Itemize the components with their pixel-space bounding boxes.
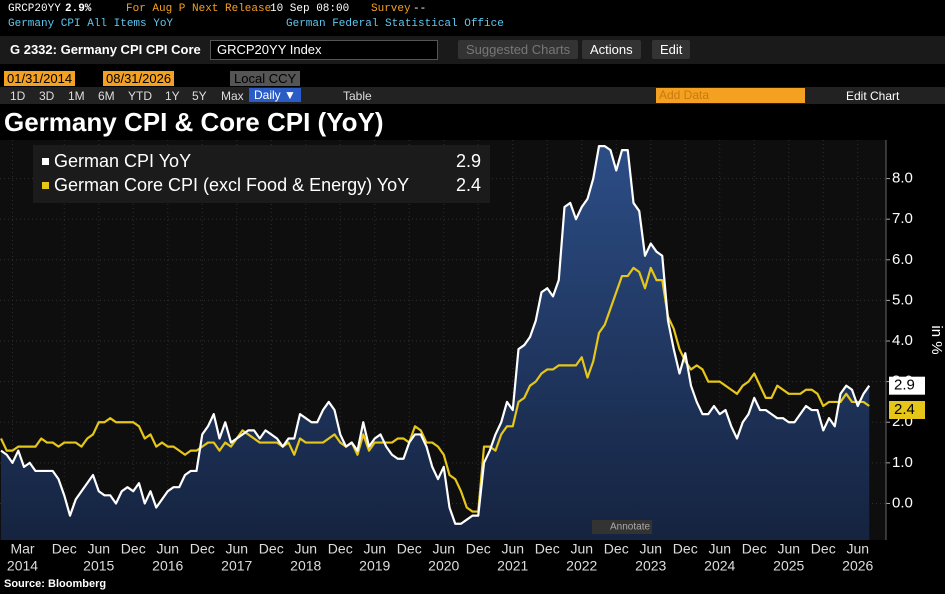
security-input[interactable]: GRCP20YY Index	[210, 40, 438, 60]
actions-button[interactable]: Actions	[582, 40, 641, 59]
y-tick-label: 8.0	[892, 170, 913, 187]
x-tick-label: Dec	[121, 541, 146, 557]
x-tick-label: Jun	[363, 541, 386, 557]
x-tick-label: Dec	[466, 541, 491, 557]
x-year-label: 2025	[773, 558, 804, 574]
line	[0, 144, 871, 525]
end-date[interactable]: 08/31/2026	[103, 71, 175, 86]
start-date[interactable]: 01/31/2014	[4, 71, 76, 86]
x-year-label: 2015	[83, 558, 114, 574]
x-tick-label: Jun	[846, 541, 869, 557]
last-value: 2.9%	[65, 3, 92, 15]
chart-title: Germany CPI & Core CPI (YoY)	[4, 107, 384, 137]
x-tick-label: Mar	[10, 541, 34, 557]
chart: 0.01.02.03.04.05.06.07.08.0Mar2014DecJun…	[0, 140, 945, 590]
currency[interactable]: Local CCY	[230, 71, 301, 86]
data-source: German Federal Statistical Office	[286, 18, 504, 30]
x-year-label: 2017	[221, 558, 252, 574]
x-year-label: 2020	[428, 558, 459, 574]
x-year-label: 2024	[704, 558, 735, 574]
x-year-label: 2019	[359, 558, 390, 574]
x-tick-label: Jun	[432, 541, 455, 557]
x-tick-label: Dec	[742, 541, 767, 557]
release-time: 10 Sep 08:00	[270, 3, 350, 15]
x-year-label: 2021	[497, 558, 528, 574]
legend-value: 2.9	[456, 151, 481, 171]
edit-button[interactable]: Edit	[652, 40, 691, 59]
ticker: GRCP20YY	[8, 3, 61, 15]
x-year-label: 2022	[566, 558, 597, 574]
y-tick-label: 6.0	[892, 251, 913, 268]
last-value-box	[889, 400, 925, 419]
area	[1, 146, 870, 540]
legend-label: German CPI YoY	[54, 151, 191, 171]
x-tick-label: Jun	[570, 541, 593, 557]
release-label: Next Release	[192, 3, 272, 15]
legend-value: 2.4	[456, 175, 481, 195]
x-tick-label: Dec	[259, 541, 284, 557]
range[interactable]: YTD	[128, 89, 152, 103]
x-year-label: 2014	[7, 558, 38, 574]
y-tick-label: 7.0	[892, 210, 913, 227]
range[interactable]: 6M	[98, 89, 115, 103]
survey-value: --	[413, 3, 427, 15]
edit-chart[interactable]: Edit Chart	[846, 89, 900, 103]
x-tick-label: Dec	[604, 541, 629, 557]
legend-box	[33, 145, 490, 203]
source: Source: Bloomberg	[4, 578, 106, 590]
x-tick-label: Jun	[501, 541, 524, 557]
frequency[interactable]: Daily ▼	[249, 88, 301, 102]
x-tick-label: Jun	[708, 541, 731, 557]
y-tick-label: 1.0	[892, 454, 913, 471]
table-button[interactable]: Table	[343, 89, 372, 103]
x-tick-label: Jun	[87, 541, 110, 557]
legend-marker	[42, 158, 49, 165]
survey-label: Survey	[371, 3, 411, 15]
y-tick-label: 0.0	[892, 494, 913, 511]
last-value-label: 2.4	[894, 401, 915, 418]
x-tick-label: Dec	[397, 541, 422, 557]
last-value-label: 2.9	[894, 377, 915, 394]
period: For Aug P	[126, 3, 186, 15]
range[interactable]: Max	[221, 89, 244, 103]
range[interactable]: 5Y	[192, 89, 207, 103]
annotate-button	[592, 520, 652, 534]
x-tick-label: Dec	[811, 541, 836, 557]
line	[0, 266, 870, 513]
x-tick-label: Jun	[777, 541, 800, 557]
x-tick-label: Dec	[190, 541, 215, 557]
range[interactable]: 1D	[10, 89, 26, 103]
range[interactable]: 1Y	[165, 89, 180, 103]
x-tick-label: Jun	[639, 541, 662, 557]
security-name: Germany CPI All Items YoY	[8, 18, 174, 30]
x-tick-label: Jun	[294, 541, 317, 557]
y-tick-label: 5.0	[892, 291, 913, 308]
x-tick-label: Jun	[225, 541, 248, 557]
y-axis-label: in %	[928, 325, 945, 354]
add-data[interactable]: Add Data	[656, 88, 805, 103]
legend-marker	[42, 182, 49, 189]
x-tick-label: Dec	[535, 541, 560, 557]
annotate-label: Annotate	[610, 522, 650, 533]
range[interactable]: 1M	[68, 89, 85, 103]
last-value-box	[889, 376, 925, 395]
x-tick-label: Dec	[673, 541, 698, 557]
x-tick-label: Dec	[52, 541, 77, 557]
range[interactable]: 3D	[39, 89, 55, 103]
x-year-label: 2016	[152, 558, 183, 574]
suggested-charts[interactable]: Suggested Charts	[458, 40, 579, 59]
chart-id: G 2332: Germany CPI CPI Core	[10, 42, 201, 57]
y-tick-label: 4.0	[892, 332, 913, 349]
legend-label: German Core CPI (excl Food & Energy) YoY	[54, 175, 409, 195]
x-tick-label: Dec	[328, 541, 353, 557]
x-year-label: 2026	[842, 558, 873, 574]
x-year-label: 2018	[290, 558, 321, 574]
x-tick-label: Jun	[156, 541, 179, 557]
x-year-label: 2023	[635, 558, 666, 574]
